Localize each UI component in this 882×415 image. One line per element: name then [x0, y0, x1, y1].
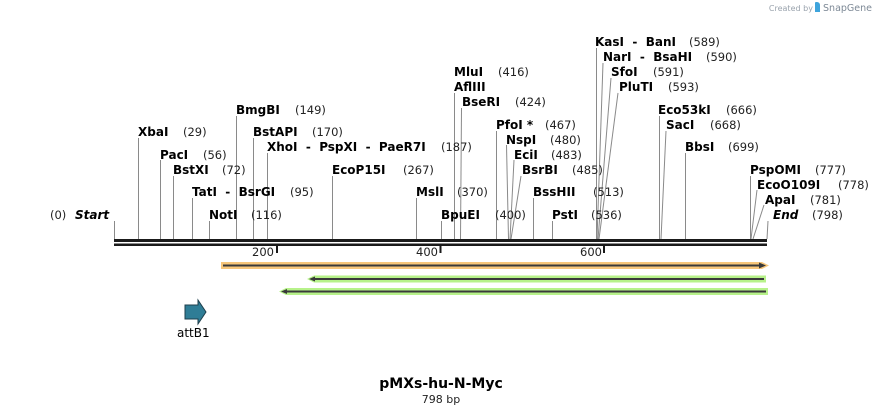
site-label: Eco53kI	[658, 103, 711, 117]
svg-text:(480): (480)	[550, 133, 581, 147]
attb1-arrow-icon[interactable]	[184, 298, 207, 326]
svg-text:(170): (170)	[312, 125, 343, 139]
site-label: PfoI *	[496, 118, 534, 132]
site-label: BsrBI	[522, 163, 558, 177]
plasmid-name: pMXs-hu-N-Myc	[379, 376, 503, 392]
svg-text:400: 400	[416, 245, 438, 259]
site-label: MluI	[454, 65, 483, 79]
svg-text:600: 600	[580, 245, 602, 259]
svg-text:(467): (467)	[545, 118, 576, 132]
svg-text:(536): (536)	[591, 208, 622, 222]
site-label: BbsI	[685, 140, 714, 154]
credit-brand: SnapGene	[823, 3, 872, 14]
start-label: Start	[75, 208, 110, 222]
svg-text:(590): (590)	[706, 50, 737, 64]
site-label: ApaI	[765, 193, 795, 207]
svg-text:(668): (668)	[710, 118, 741, 132]
feature-orange-forward[interactable]	[221, 262, 769, 269]
site-label: TatI - BsrGI	[192, 185, 275, 199]
site-label: PluTI	[619, 80, 653, 94]
site-label: BstXI	[173, 163, 209, 177]
snapgene-credit: Created by SnapGene	[769, 2, 872, 14]
svg-text:(424): (424)	[515, 95, 546, 109]
svg-text:(777): (777)	[815, 163, 846, 177]
svg-text:(666): (666)	[726, 103, 757, 117]
feature-primer-reverse-1[interactable]	[307, 275, 766, 283]
plasmid-size: 798 bp	[421, 393, 461, 406]
site-label: XbaI	[138, 125, 168, 139]
svg-text:(370): (370)	[457, 185, 488, 199]
attb1-label: attB1	[177, 326, 210, 340]
end-label: End	[773, 208, 799, 222]
svg-text:(781): (781)	[810, 193, 841, 207]
credit-prefix: Created by	[768, 4, 813, 13]
start-pos-label: (0)	[50, 208, 66, 222]
site-label: SfoI	[611, 65, 638, 79]
site-label: PstI	[552, 208, 578, 222]
backbone-bottom-strand	[114, 243, 767, 246]
end-pos-label: (798)	[812, 208, 843, 222]
site-label: PacI	[160, 148, 188, 162]
site-lines	[114, 48, 769, 240]
svg-text:(483): (483)	[551, 148, 582, 162]
svg-text:(589): (589)	[689, 35, 720, 49]
svg-text:(95): (95)	[290, 185, 314, 199]
site-label: BmgBI	[236, 103, 280, 117]
site-label: EcoP15I	[332, 163, 386, 177]
site-label: NspI	[506, 133, 536, 147]
svg-text:(149): (149)	[295, 103, 326, 117]
site-label: BpuEI	[441, 208, 480, 222]
site-label: PspOMI	[750, 163, 801, 177]
svg-text:(29): (29)	[183, 125, 207, 139]
axis-tick-labels: 200 400 600	[252, 245, 602, 259]
svg-text:(699): (699)	[728, 140, 759, 154]
site-label: EcoO109I	[757, 178, 820, 192]
site-label: XhoI - PspXI - PaeR7I	[267, 140, 426, 154]
svg-text:(416): (416)	[498, 65, 529, 79]
svg-text:(778): (778)	[838, 178, 869, 192]
svg-text:(485): (485)	[572, 163, 603, 177]
svg-text:(513): (513)	[593, 185, 624, 199]
svg-text:(400): (400)	[495, 208, 526, 222]
site-label: NarI - BsaHI	[603, 50, 692, 64]
svg-text:(187): (187)	[441, 140, 472, 154]
site-label: KasI - BanI	[595, 35, 676, 49]
backbone-top-strand	[114, 239, 767, 242]
svg-text:(267): (267)	[403, 163, 434, 177]
site-label: BstAPI	[253, 125, 298, 139]
feature-primer-reverse-2[interactable]	[279, 288, 768, 295]
snapgene-logo-icon	[815, 2, 821, 12]
svg-text:(72): (72)	[222, 163, 246, 177]
site-labels: (0) Start XbaI (29) PacI (56) BstXI (72)…	[50, 35, 869, 222]
svg-text:200: 200	[252, 245, 274, 259]
svg-text:(591): (591)	[653, 65, 684, 79]
site-label: NotI	[209, 208, 238, 222]
svg-text:(593): (593)	[668, 80, 699, 94]
site-label: MslI	[416, 185, 444, 199]
site-label: EciI	[514, 148, 538, 162]
site-label: BseRI	[462, 95, 500, 109]
site-label: SacI	[666, 118, 694, 132]
site-label: AflIII	[454, 80, 486, 94]
axis-ticks	[276, 246, 605, 253]
svg-text:(56): (56)	[203, 148, 227, 162]
svg-text:(116): (116)	[251, 208, 282, 222]
site-label: BssHII	[533, 185, 575, 199]
